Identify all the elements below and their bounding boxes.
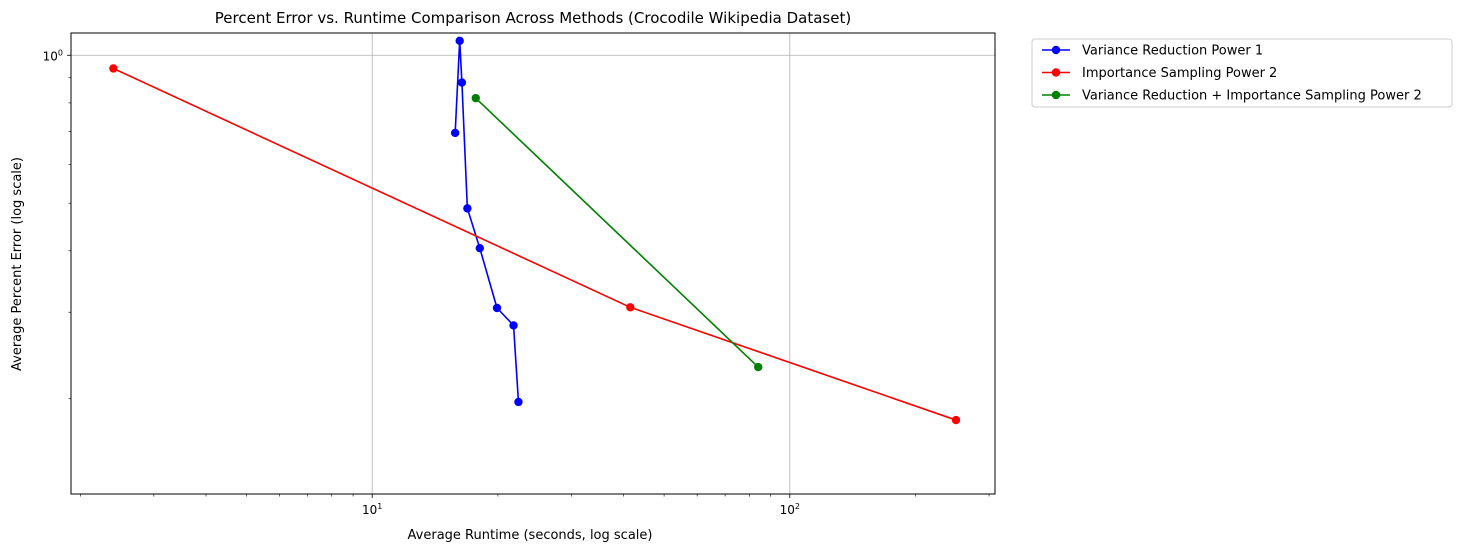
legend-item: Variance Reduction Power 1 [1042,44,1263,59]
data-point [109,64,118,73]
legend-label: Variance Reduction + Importance Sampling… [1082,89,1422,104]
legend-swatch-marker [1051,90,1061,100]
series-variance-reduction-power-1 [450,36,523,407]
series-layer [109,36,961,425]
chart-title: Percent Error vs. Runtime Comparison Acr… [215,9,851,27]
axis-ticks: 101 102 100 [43,48,990,517]
y-axis-label: Average Percent Error (log scale) [10,157,25,371]
legend-label: Variance Reduction Power 1 [1082,44,1263,59]
series-line [475,97,759,368]
data-point [626,303,635,312]
y-tick-label: 100 [43,48,63,63]
grid-lines [71,33,995,494]
data-point [475,243,485,253]
data-point [492,303,502,313]
legend-label: Importance Sampling Power 2 [1082,66,1277,81]
data-point [514,397,523,407]
data-point [471,93,480,103]
data-point [951,415,961,425]
x-tick-label: 101 [362,502,382,517]
series-line [454,40,520,403]
plot-area [70,32,996,495]
series-importance-sampling-power-2 [109,64,961,425]
x-axis-label: Average Runtime (seconds, log scale) [408,528,653,543]
legend: Variance Reduction Power 1 Importance Sam… [1031,38,1453,108]
data-point [509,321,518,330]
legend-items: Variance Reduction Power 1 Importance Sam… [1042,44,1422,104]
data-point [457,78,467,87]
legend-swatch-marker [1051,68,1061,77]
legend-swatch-marker [1051,45,1061,55]
data-point [753,362,763,372]
legend-item: Variance Reduction + Importance Sampling… [1042,89,1422,104]
data-point [463,204,472,213]
series-line [113,67,957,421]
data-point [450,128,460,138]
data-point [455,36,464,46]
legend-item: Importance Sampling Power 2 [1042,66,1277,81]
series-variance-reduction-importance-sampling-power-2 [471,93,763,372]
x-tick-label: 102 [780,502,800,517]
legend-frame [1031,38,1453,108]
